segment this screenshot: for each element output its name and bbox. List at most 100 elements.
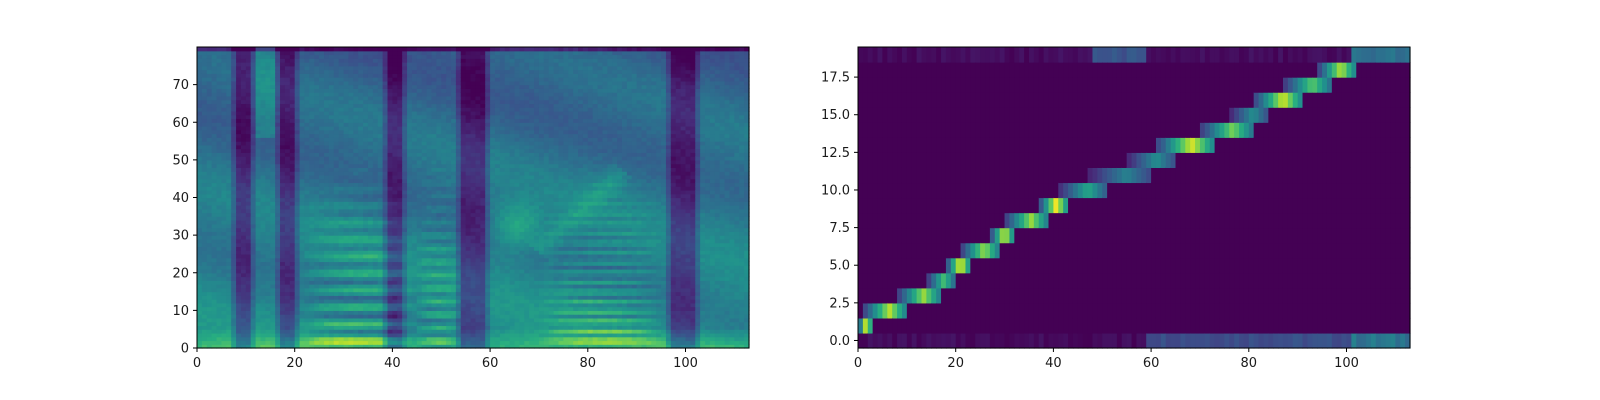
heatmap-cell: [441, 88, 447, 93]
heatmap-cell: [299, 144, 306, 150]
heatmap-cell: [421, 84, 428, 89]
heatmap-cell: [460, 73, 467, 78]
heatmap-cell: [236, 321, 242, 327]
heatmap-cell: [441, 99, 447, 105]
heatmap-cell: [460, 216, 467, 221]
heatmap-cell: [485, 321, 491, 327]
heatmap-cell: [348, 197, 354, 202]
heatmap-cell: [216, 268, 223, 274]
heatmap-cell: [328, 88, 335, 93]
heatmap-cell: [206, 284, 213, 289]
heatmap-cell: [289, 325, 296, 330]
heatmap-cell: [421, 159, 428, 165]
heatmap-cell: [363, 103, 369, 108]
heatmap-cell: [197, 268, 203, 274]
heatmap-cell: [338, 167, 345, 172]
heatmap-cell: [451, 291, 457, 296]
heatmap-cell: [319, 182, 325, 187]
heatmap-cell: [206, 103, 213, 108]
heatmap-cell: [333, 69, 340, 74]
heatmap-cell: [494, 235, 501, 240]
heatmap-cell: [377, 238, 384, 244]
heatmap-cell: [455, 235, 462, 240]
heatmap-cell: [372, 178, 379, 184]
heatmap-cell: [260, 167, 266, 172]
heatmap-cell: [372, 280, 379, 285]
heatmap-cell: [338, 88, 345, 93]
heatmap-cell: [372, 201, 379, 206]
heatmap-cell: [480, 103, 486, 108]
heatmap-cell: [465, 291, 472, 296]
heatmap-cell: [470, 212, 477, 217]
heatmap-cell: [328, 317, 335, 323]
heatmap-cell: [367, 148, 374, 153]
heatmap-cell: [455, 178, 462, 184]
heatmap-cell: [314, 182, 320, 187]
heatmap-cell: [324, 126, 330, 131]
heatmap-cell: [460, 265, 467, 270]
heatmap-cell: [363, 171, 369, 176]
heatmap-cell: [499, 317, 506, 323]
heatmap-cell: [324, 231, 330, 236]
heatmap-cell: [226, 148, 232, 153]
heatmap-cell: [363, 302, 369, 308]
heatmap-cell: [338, 182, 345, 187]
heatmap-cell: [338, 144, 345, 150]
heatmap-cell: [338, 47, 345, 52]
heatmap-cell: [387, 189, 393, 195]
heatmap-cell: [309, 54, 315, 59]
heatmap-cell: [407, 174, 413, 180]
heatmap-cell: [348, 159, 354, 165]
heatmap-cell: [294, 110, 301, 116]
heatmap-cell: [402, 80, 408, 86]
heatmap-cell: [265, 257, 271, 263]
heatmap-cell: [314, 69, 320, 74]
heatmap-cell: [392, 54, 398, 59]
heatmap-cell: [319, 77, 325, 82]
heatmap-cell: [333, 65, 340, 71]
heatmap-cell: [240, 197, 247, 202]
heatmap-cell: [353, 54, 359, 59]
heatmap-cell: [367, 88, 374, 93]
heatmap-cell: [275, 242, 281, 248]
heatmap-cell: [314, 141, 320, 146]
heatmap-cell: [328, 272, 335, 278]
heatmap-cell: [485, 276, 491, 281]
heatmap-cell: [451, 253, 457, 259]
heatmap-cell: [353, 340, 359, 345]
heatmap-cell: [333, 268, 340, 274]
heatmap-cell: [416, 272, 423, 278]
heatmap-cell: [289, 336, 296, 342]
heatmap-cell: [387, 186, 393, 191]
heatmap-cell: [270, 205, 276, 210]
heatmap-cell: [465, 197, 472, 202]
heatmap-cell: [441, 133, 447, 138]
heatmap-cell: [206, 336, 213, 342]
heatmap-cell: [494, 317, 501, 323]
heatmap-cell: [382, 114, 389, 120]
heatmap-cell: [319, 238, 325, 244]
heatmap-cell: [392, 118, 398, 123]
heatmap-cell: [289, 317, 296, 323]
heatmap-cell: [407, 205, 413, 210]
heatmap-cell: [387, 152, 393, 157]
heatmap-cell: [319, 268, 325, 274]
heatmap-cell: [455, 189, 462, 195]
heatmap-cell: [446, 103, 452, 108]
heatmap-cell: [348, 163, 354, 168]
heatmap-cell: [255, 276, 262, 281]
heatmap-cell: [411, 163, 418, 168]
heatmap-cell: [353, 174, 359, 180]
heatmap-cell: [455, 340, 462, 345]
heatmap-cell: [358, 272, 364, 278]
heatmap-cell: [377, 344, 384, 349]
heatmap-cell: [324, 69, 330, 74]
heatmap-cell: [480, 77, 486, 82]
heatmap-cell: [490, 193, 496, 199]
heatmap-cell: [338, 201, 345, 206]
heatmap-cell: [255, 246, 262, 251]
heatmap-cell: [382, 310, 389, 315]
heatmap-cell: [490, 250, 496, 255]
heatmap-cell: [358, 212, 364, 217]
heatmap-cell: [485, 73, 491, 78]
